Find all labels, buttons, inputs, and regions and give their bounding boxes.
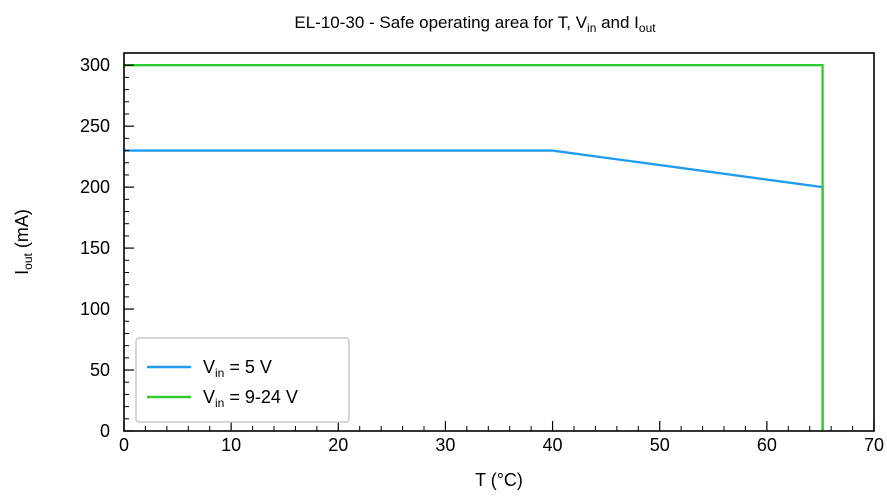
legend-label-series-2: Vin = 9-24 V: [203, 387, 298, 410]
x-tick-label: 60: [757, 435, 777, 455]
x-tick-label: 70: [864, 435, 884, 455]
x-tick-label: 50: [650, 435, 670, 455]
y-tick-label: 200: [80, 177, 110, 197]
y-tick-label: 300: [80, 55, 110, 75]
x-tick-label: 20: [328, 435, 348, 455]
y-axis-label: Iout (mA): [12, 209, 35, 275]
x-tick-label: 10: [221, 435, 241, 455]
plot-area-frame: [123, 52, 875, 432]
x-tick-label: 40: [543, 435, 563, 455]
legend: Vin = 5 V Vin = 9-24 V: [135, 337, 350, 423]
series-line-2: [124, 64, 824, 431]
y-tick-label: 100: [80, 299, 110, 319]
x-tick-label: 30: [435, 435, 455, 455]
legend-box: [135, 337, 350, 423]
ticks-layer: 0 10 20 30 40 50 60 70 0 50 100 150 200 250 300: [80, 52, 884, 455]
chart-title: EL-10-30 - Safe operating area for T, Vi…: [294, 13, 656, 35]
y-tick-label: 50: [90, 360, 110, 380]
legend-label-series-1: Vin = 5 V: [203, 357, 272, 380]
y-tick-label: 150: [80, 238, 110, 258]
series-layer: [124, 64, 824, 431]
x-axis-label: T (°C): [475, 470, 523, 490]
x-tick-label: 0: [119, 435, 129, 455]
y-tick-label: 250: [80, 116, 110, 136]
y-tick-label: 0: [100, 421, 110, 441]
